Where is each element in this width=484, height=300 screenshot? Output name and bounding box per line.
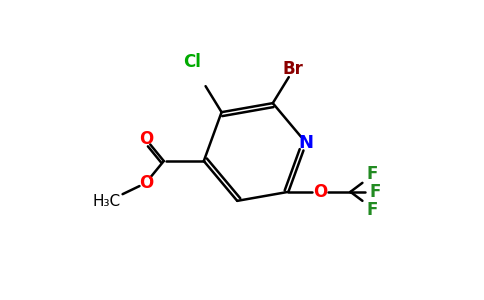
Text: Br: Br (282, 60, 303, 78)
Text: F: F (367, 201, 378, 219)
Text: F: F (367, 165, 378, 183)
Text: O: O (138, 174, 153, 192)
Text: H₃C: H₃C (93, 194, 121, 208)
Text: O: O (313, 183, 328, 201)
Text: F: F (370, 183, 381, 201)
Text: Cl: Cl (182, 53, 200, 71)
Text: O: O (138, 130, 153, 148)
Text: N: N (299, 134, 314, 152)
